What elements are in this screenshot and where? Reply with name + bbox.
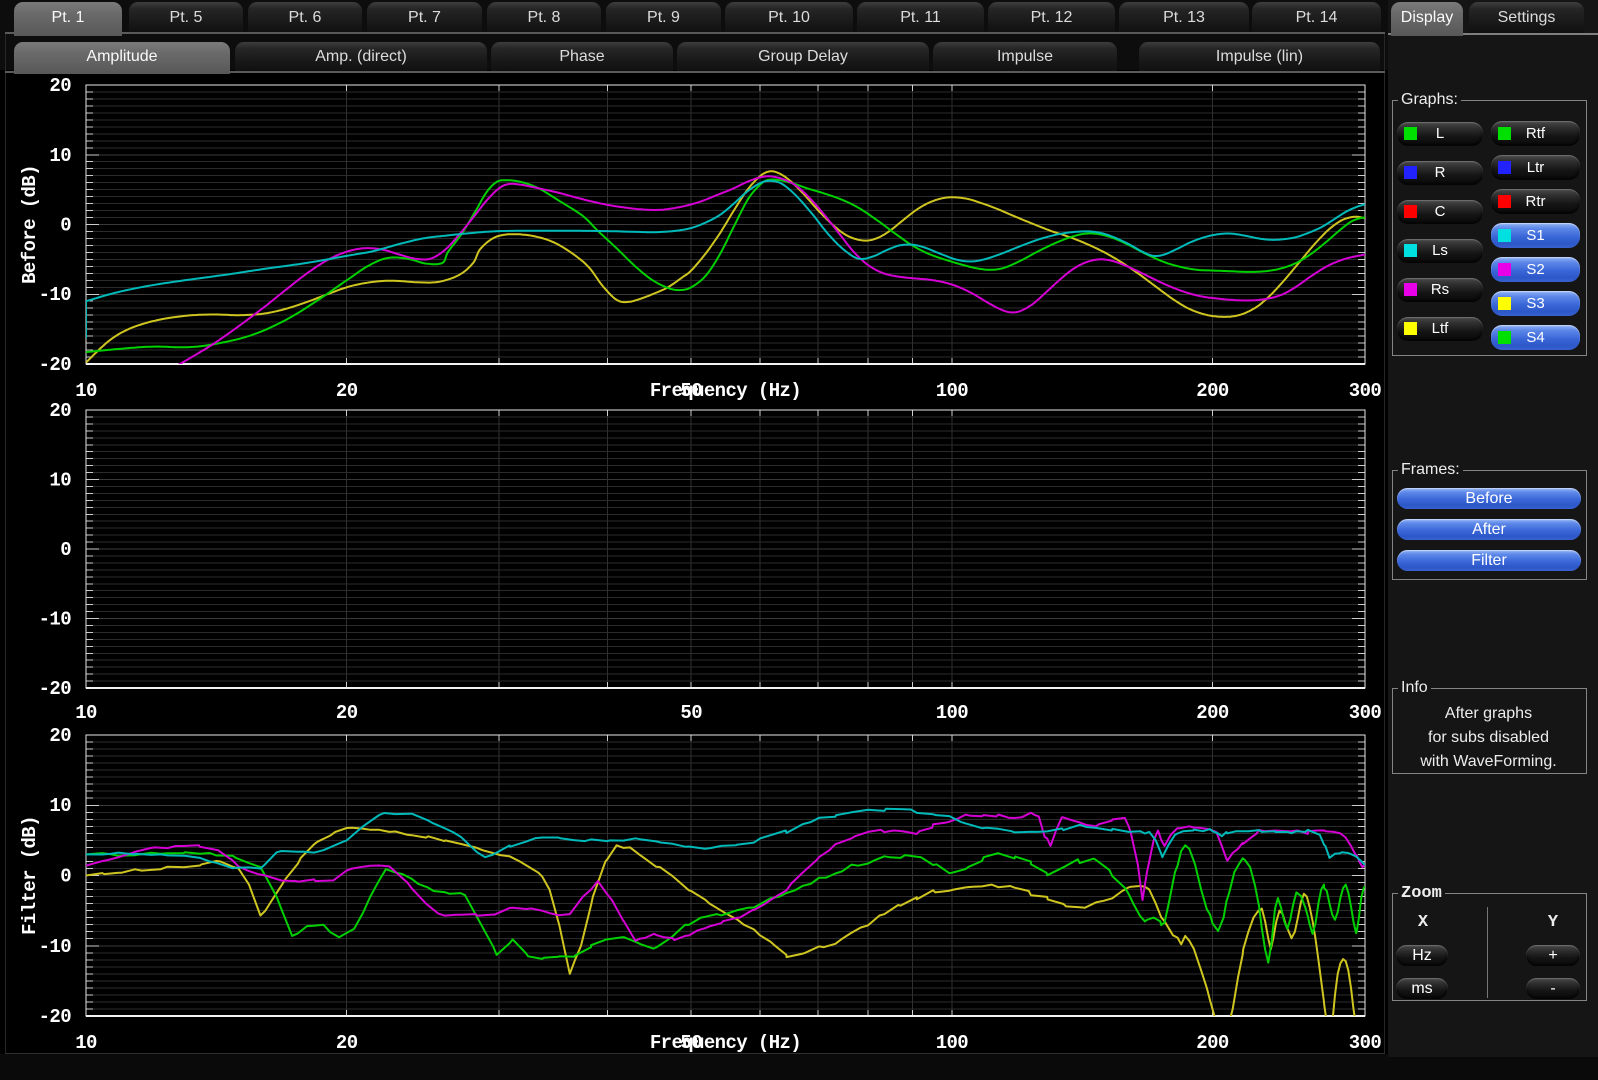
svg-text:300: 300 — [1349, 1032, 1382, 1054]
svg-text:20: 20 — [336, 702, 358, 724]
svg-text:Filter (dB): Filter (dB) — [19, 816, 41, 935]
svg-text:20: 20 — [49, 725, 71, 747]
svg-text:200: 200 — [1196, 702, 1229, 724]
svg-text:20: 20 — [336, 380, 358, 402]
svg-text:100: 100 — [936, 1032, 969, 1054]
svg-text:Before (dB): Before (dB) — [19, 165, 41, 284]
svg-text:-10: -10 — [39, 936, 72, 958]
svg-text:100: 100 — [936, 380, 969, 402]
svg-text:-10: -10 — [39, 609, 72, 631]
svg-text:10: 10 — [49, 795, 71, 817]
svg-text:50: 50 — [680, 702, 702, 724]
svg-text:10: 10 — [75, 380, 97, 402]
svg-text:0: 0 — [60, 215, 71, 237]
svg-text:200: 200 — [1196, 1032, 1229, 1054]
svg-text:10: 10 — [75, 702, 97, 724]
svg-text:100: 100 — [936, 702, 969, 724]
svg-text:-10: -10 — [39, 284, 72, 306]
svg-text:0: 0 — [60, 539, 71, 561]
svg-text:300: 300 — [1349, 380, 1382, 402]
svg-text:Frequency (Hz): Frequency (Hz) — [650, 380, 801, 402]
svg-text:Frequency (Hz): Frequency (Hz) — [650, 1032, 801, 1054]
svg-text:10: 10 — [49, 470, 71, 492]
svg-text:-20: -20 — [39, 354, 72, 376]
svg-text:0: 0 — [60, 866, 71, 888]
svg-text:-20: -20 — [39, 678, 72, 700]
svg-text:50: 50 — [680, 1032, 702, 1054]
svg-text:50: 50 — [680, 380, 702, 402]
svg-text:20: 20 — [336, 1032, 358, 1054]
svg-text:-20: -20 — [39, 1006, 72, 1028]
svg-text:200: 200 — [1196, 380, 1229, 402]
svg-text:20: 20 — [49, 75, 71, 97]
svg-text:10: 10 — [49, 145, 71, 167]
svg-text:20: 20 — [49, 400, 71, 422]
svg-text:10: 10 — [75, 1032, 97, 1054]
svg-text:300: 300 — [1349, 702, 1382, 724]
